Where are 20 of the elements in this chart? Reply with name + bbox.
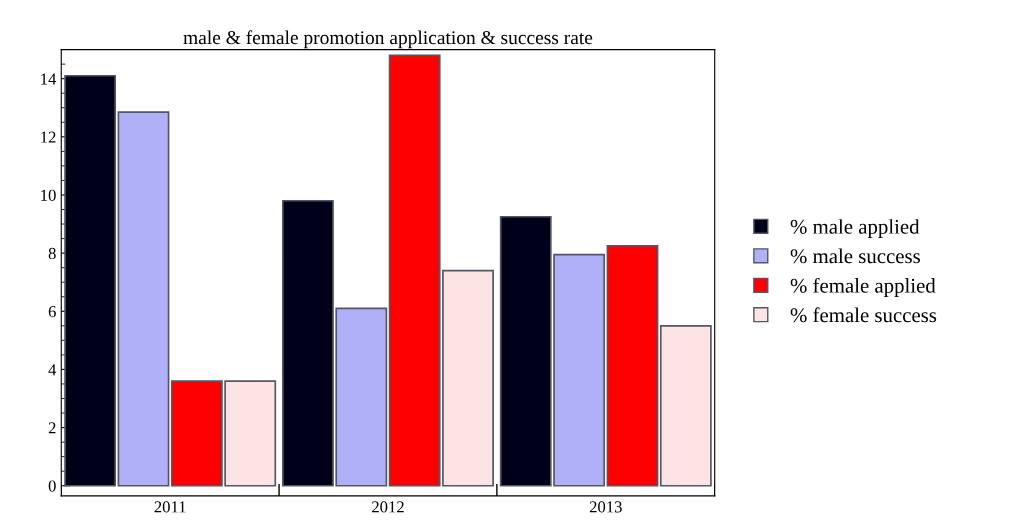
- y-tick-label: 14: [41, 73, 57, 85]
- x-tick-label: 2011: [154, 501, 186, 513]
- y-tick-label: 2: [48, 422, 56, 434]
- bar: [659, 324, 712, 487]
- x-tick-label: 2013: [589, 501, 622, 513]
- chart-title: male & female promotion application & success rate: [183, 30, 593, 49]
- legend-label: % male success: [790, 248, 920, 264]
- y-tick-label: 0: [48, 480, 56, 492]
- bar: [117, 111, 170, 487]
- x-tick-label: 2012: [372, 501, 404, 513]
- bar: [606, 245, 659, 487]
- y-tick-label: 4: [48, 364, 57, 376]
- legend-label: % male applied: [790, 219, 920, 239]
- bar: [64, 74, 117, 487]
- y-tick-label: 12: [41, 131, 56, 143]
- y-tick-label: 8: [48, 247, 56, 260]
- legend-label: % female applied: [790, 277, 936, 298]
- legend-label: % female success: [790, 307, 937, 323]
- y-tick-label: 6: [48, 306, 56, 318]
- y-tick-label: 10: [41, 189, 56, 201]
